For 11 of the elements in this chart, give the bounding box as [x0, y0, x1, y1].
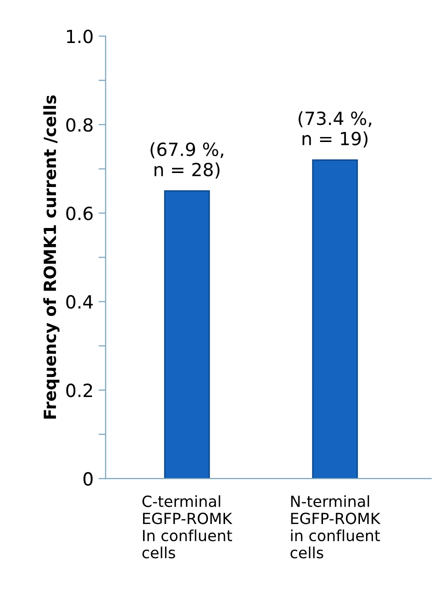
- y-tick-label: 0.6: [66, 206, 93, 220]
- y-tick-label: 0.2: [66, 384, 92, 398]
- x-tick-label: C-terminal EGFP-ROMK In confluent cells: [142, 495, 232, 558]
- y-tick-label: 0.8: [66, 118, 93, 132]
- annotation: (67.9 %, n = 28): [150, 142, 224, 178]
- y-tick-label: 0: [83, 472, 93, 486]
- y-tick-label: 1.0: [67, 30, 93, 44]
- y-axis-title: Frequency of ROMK1 current /cells: [43, 95, 60, 419]
- annotation: (73.4 %, n = 19): [298, 111, 372, 148]
- x-tick-label: N-terminal EGFP-ROMK in confluent cells: [290, 495, 381, 558]
- y-tick-label: 0.4: [66, 295, 93, 309]
